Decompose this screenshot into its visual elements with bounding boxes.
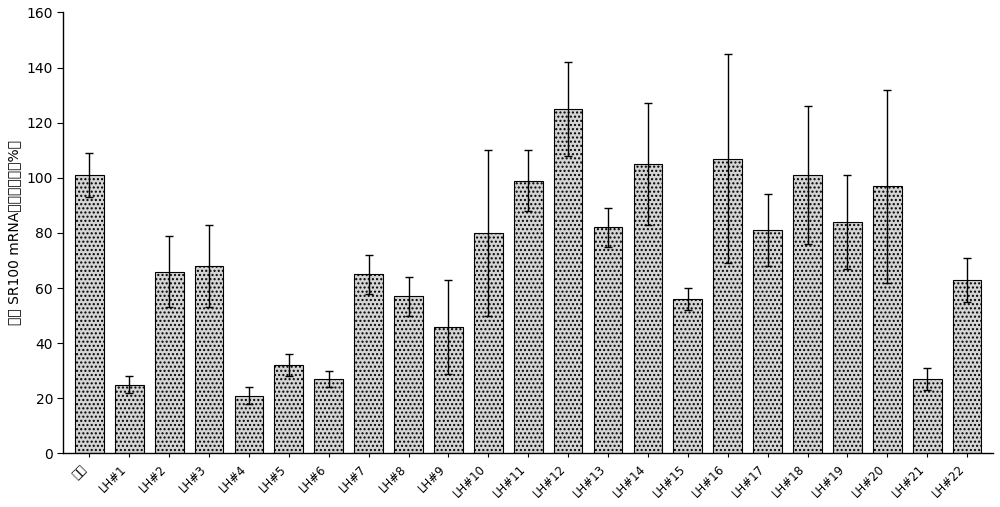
Bar [873,186,902,453]
Bar [235,395,263,453]
Bar [394,297,423,453]
Bar [554,109,582,453]
Bar [75,175,104,453]
Bar [713,159,742,453]
Bar [634,164,662,453]
Bar [753,230,782,453]
Bar [793,175,822,453]
Bar [474,233,503,453]
Bar [314,379,343,453]
Bar [434,327,463,453]
Bar [913,379,942,453]
Bar [195,266,223,453]
Y-axis label: 相対 SR100 mRNA（相対于对照%）: 相対 SR100 mRNA（相対于对照%） [7,140,21,325]
Bar [673,299,702,453]
Bar [155,272,184,453]
Bar [274,365,303,453]
Bar [594,228,622,453]
Bar [514,180,543,453]
Bar [115,384,144,453]
Bar [953,280,981,453]
Bar [833,222,862,453]
Bar [354,274,383,453]
